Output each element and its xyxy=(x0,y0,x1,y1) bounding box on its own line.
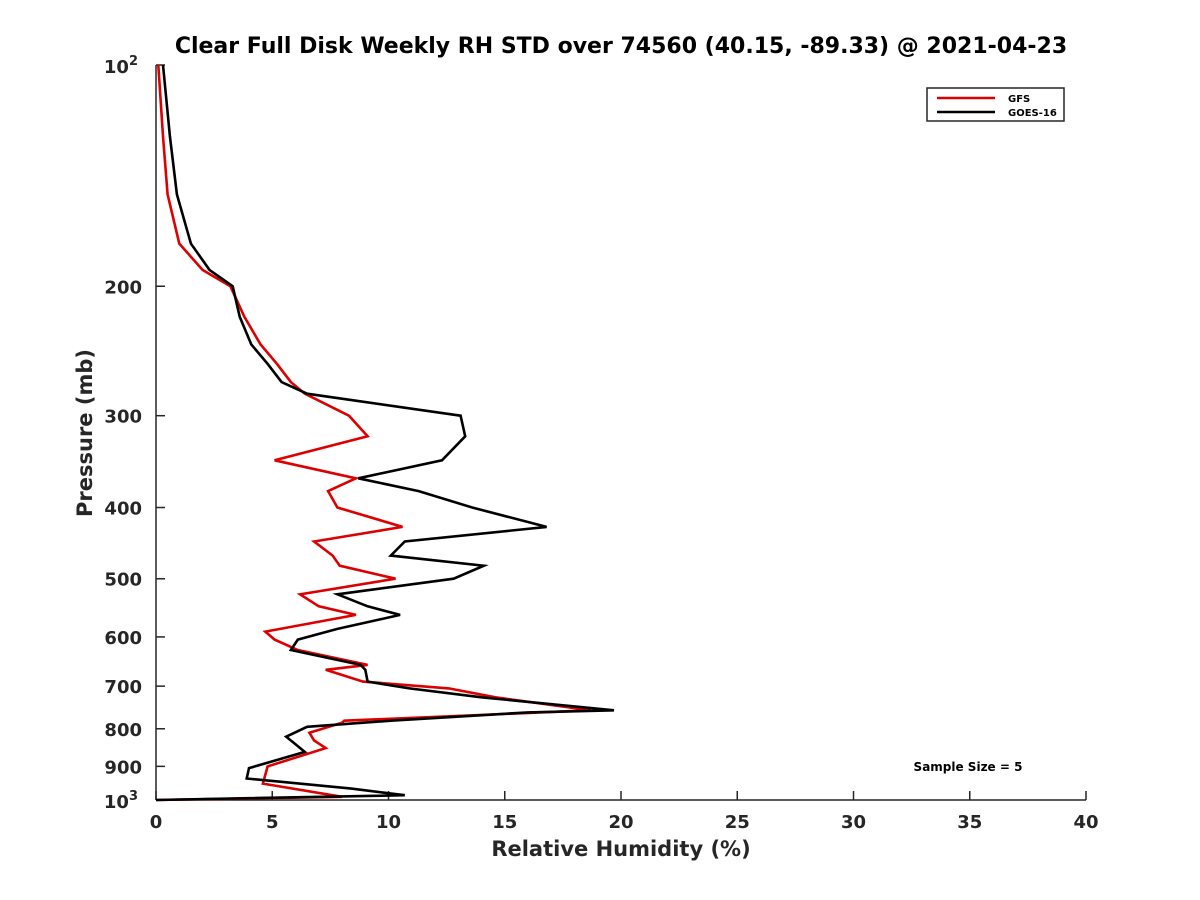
legend-label: GOES-16 xyxy=(1008,108,1057,119)
x-axis-label: Relative Humidity (%) xyxy=(491,837,750,861)
chart-title: Clear Full Disk Weekly RH STD over 74560… xyxy=(175,34,1067,59)
y-tick-label: 200 xyxy=(104,277,142,298)
series-line-gfs xyxy=(155,64,591,802)
x-tick-label: 15 xyxy=(492,812,517,833)
y-tick-label: 700 xyxy=(104,677,142,698)
x-tick-label: 5 xyxy=(266,812,279,833)
legend: GFS GOES-16 xyxy=(926,87,1065,122)
x-tick-label: 20 xyxy=(608,812,633,833)
series-layer xyxy=(155,64,615,802)
y-tick-label: 400 xyxy=(104,499,142,520)
y-tick-label: 500 xyxy=(104,570,142,591)
x-tick-label: 40 xyxy=(1073,812,1098,833)
y-tick-label: 600 xyxy=(104,628,142,649)
y-tick-label: 103 xyxy=(104,789,138,813)
axes: 0 5 10 15 20 25 30 35 40 102 200 300 400 500 600 700 800… xyxy=(104,54,1099,833)
x-tick-label: 25 xyxy=(725,812,750,833)
y-tick-label: 300 xyxy=(104,407,142,428)
x-tick-label: 10 xyxy=(376,812,401,833)
y-axis-label: Pressure (mb) xyxy=(73,349,97,517)
x-tick-label: 0 xyxy=(150,812,163,833)
sample-size-annotation: Sample Size = 5 xyxy=(914,760,1023,774)
y-tick-label: 102 xyxy=(104,54,138,78)
series-line-goes-16 xyxy=(155,64,615,802)
x-tick-label: 30 xyxy=(841,812,866,833)
legend-box xyxy=(926,87,1065,122)
legend-label: GFS xyxy=(1008,94,1030,105)
y-tick-label: 800 xyxy=(104,720,142,741)
y-tick-label: 900 xyxy=(104,757,142,778)
x-tick-label: 35 xyxy=(957,812,982,833)
